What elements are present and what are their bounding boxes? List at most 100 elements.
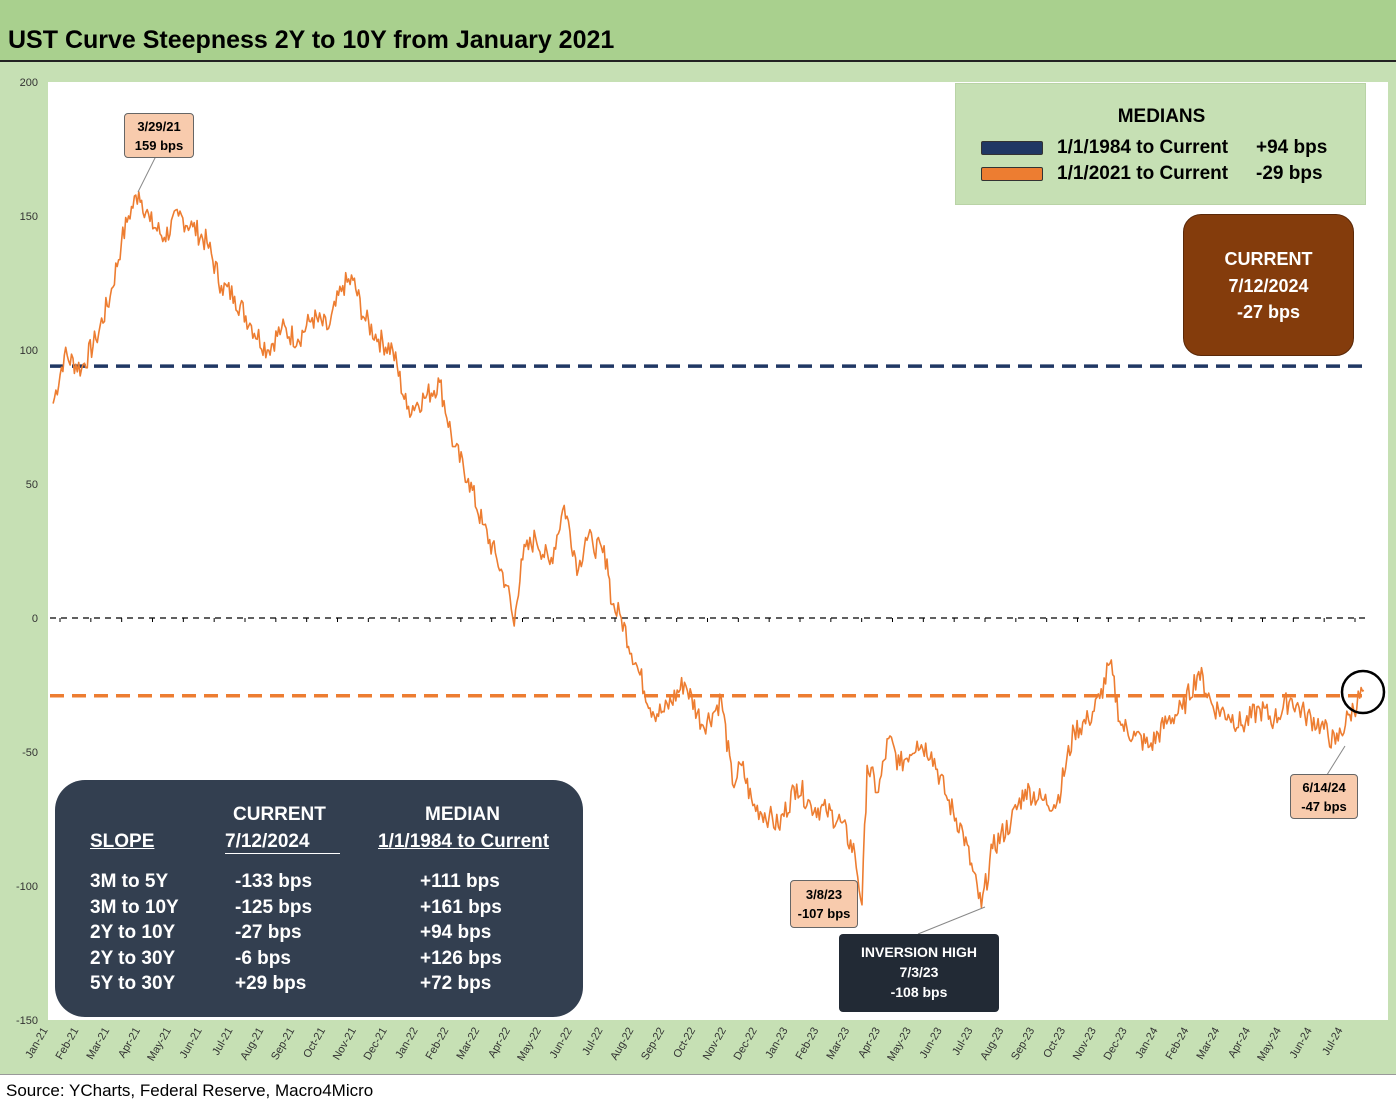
slope-row-median: +161 bps xyxy=(420,896,502,918)
x-tick-label: Jun-22 xyxy=(548,1026,575,1061)
callout-june24-date: 6/14/24 xyxy=(1302,780,1346,795)
leader-peak xyxy=(137,155,157,193)
callout-peak-value: 159 bps xyxy=(134,138,184,153)
x-tick-label: Jan-21 xyxy=(23,1026,50,1061)
y-tick-label: 50 xyxy=(26,479,38,491)
slope-row-slope: 2Y to 10Y xyxy=(90,922,176,943)
y-tick-label: 100 xyxy=(20,345,38,357)
y-axis: 200 150 100 50 0 -50 -100 -150 xyxy=(16,77,38,1027)
title-bar: UST Curve Steepness 2Y to 10Y from Janua… xyxy=(0,0,1396,62)
callout-inversion-date: 7/3/23 xyxy=(899,964,939,980)
y-tick-label: 200 xyxy=(20,77,38,89)
x-tick-label: Dec-23 xyxy=(1102,1026,1130,1063)
callout-inversion-title: INVERSION HIGH xyxy=(861,944,977,960)
x-tick-label: Nov-21 xyxy=(331,1026,359,1063)
source-bar: Source: YCharts, Federal Reserve, Macro4… xyxy=(0,1074,1396,1105)
x-tick-label: Jan-23 xyxy=(763,1026,790,1061)
median-value-1984: +94 bps xyxy=(1256,137,1328,158)
y-tick-label: 0 xyxy=(32,613,38,625)
x-tick-label: Oct-21 xyxy=(301,1026,328,1061)
x-tick-label: Feb-21 xyxy=(54,1026,82,1062)
y-tick-label: -50 xyxy=(22,747,38,759)
x-tick-label: Mar-23 xyxy=(824,1026,852,1062)
x-tick-label: Nov-23 xyxy=(1071,1026,1099,1063)
source-note: Source: YCharts, Federal Reserve, Macro4… xyxy=(6,1081,374,1100)
slope-row-slope: 2Y to 30Y xyxy=(90,947,176,969)
x-tick-label: Sep-23 xyxy=(1009,1026,1037,1063)
median-label-1984: 1/1/1984 to Current xyxy=(1057,137,1229,158)
leader-inversion xyxy=(917,906,986,935)
x-tick-label: Feb-24 xyxy=(1164,1026,1192,1062)
slope-header-current-date: 7/12/2024 xyxy=(225,831,340,854)
slope-row-current: -125 bps xyxy=(235,896,313,918)
x-tick-label: Apr-24 xyxy=(1226,1026,1253,1061)
x-tick-label: Aug-21 xyxy=(238,1026,266,1063)
slope-row-median: +94 bps xyxy=(420,922,492,943)
callout-june24-value: -47 bps xyxy=(1301,799,1347,814)
slope-row-current: +29 bps xyxy=(235,973,307,994)
median-swatch-2021 xyxy=(981,167,1043,181)
slope-row-current: -133 bps xyxy=(235,871,313,892)
callout-june24: 6/14/24 -47 bps xyxy=(1290,774,1358,819)
series-line xyxy=(52,191,1365,909)
x-tick-label: Jun-23 xyxy=(918,1026,945,1061)
slope-row-slope: 3M to 5Y xyxy=(90,871,169,892)
slope-table: CURRENT MEDIAN SLOPE 7/12/2024 1/1/1984 … xyxy=(55,780,583,1017)
x-tick-label: May-21 xyxy=(145,1026,174,1064)
current-value-box: CURRENT 7/12/2024 -27 bps xyxy=(1183,214,1354,356)
slope-row-median: +111 bps xyxy=(420,871,500,892)
chart-title: UST Curve Steepness 2Y to 10Y from Janua… xyxy=(8,26,615,54)
current-box-date: 7/12/2024 xyxy=(1228,276,1309,296)
x-tick-label: Mar-24 xyxy=(1194,1026,1222,1062)
callout-march23: 3/8/23 -107 bps xyxy=(790,880,858,928)
callout-march23-value: -107 bps xyxy=(797,906,851,921)
x-tick-label: Jul-21 xyxy=(210,1026,235,1058)
x-tick-label: Jan-22 xyxy=(393,1026,420,1061)
x-tick-label: Jul-24 xyxy=(1320,1026,1345,1058)
x-tick-label: Jan-24 xyxy=(1133,1026,1160,1061)
median-value-2021: -29 bps xyxy=(1256,163,1323,184)
medians-title: MEDIANS xyxy=(1117,106,1206,127)
x-tick-label: Jul-22 xyxy=(580,1026,605,1058)
median-swatch-1984 xyxy=(981,141,1043,155)
x-tick-label: Feb-23 xyxy=(794,1026,822,1062)
x-tick-label: Jun-24 xyxy=(1288,1026,1315,1061)
x-tick-label: Mar-21 xyxy=(84,1026,112,1062)
x-tick-label: Mar-22 xyxy=(454,1026,482,1062)
x-tick-label: Nov-22 xyxy=(701,1026,729,1063)
x-tick-label: Feb-22 xyxy=(424,1026,452,1062)
x-tick-label: Apr-21 xyxy=(116,1026,143,1061)
median-label-2021: 1/1/2021 to Current xyxy=(1057,163,1229,184)
slope-header-median: MEDIAN xyxy=(425,804,500,825)
slope-header-median-range: 1/1/1984 to Current xyxy=(378,831,550,852)
x-tick-label: Dec-21 xyxy=(362,1026,390,1063)
leader-june24 xyxy=(1324,745,1346,779)
medians-legend: MEDIANS 1/1/1984 to Current +94 bps 1/1/… xyxy=(955,83,1366,205)
x-tick-label: Sep-21 xyxy=(269,1026,297,1063)
current-point-marker xyxy=(1340,669,1386,715)
x-tick-label: Oct-23 xyxy=(1041,1026,1068,1061)
y-tick-label: -150 xyxy=(16,1015,38,1027)
slope-row-median: +126 bps xyxy=(420,947,502,969)
x-tick-label: May-24 xyxy=(1255,1026,1284,1064)
x-tick-label: Apr-23 xyxy=(856,1026,883,1061)
y-tick-label: -100 xyxy=(16,881,38,893)
x-tick-label: Aug-22 xyxy=(608,1026,636,1063)
slope-header-slope: SLOPE xyxy=(90,831,155,852)
x-tick-label: Oct-22 xyxy=(671,1026,698,1061)
x-tick-label: Aug-23 xyxy=(978,1026,1006,1063)
current-box-heading: CURRENT xyxy=(1224,249,1313,269)
slope-row-slope: 3M to 10Y xyxy=(90,896,179,918)
slope-row-median: +72 bps xyxy=(420,973,492,994)
callout-peak-date: 3/29/21 xyxy=(137,119,181,134)
callout-inversion-value: -108 bps xyxy=(890,984,948,1000)
callout-march23-date: 3/8/23 xyxy=(805,887,843,902)
slope-row-slope: 5Y to 30Y xyxy=(90,973,176,994)
slope-header-current: CURRENT xyxy=(233,804,326,825)
current-box-value: -27 bps xyxy=(1236,302,1301,322)
callout-inversion-high: INVERSION HIGH 7/3/23 -108 bps xyxy=(839,934,999,1012)
slope-row-current: -6 bps xyxy=(235,947,291,969)
slope-row-current: -27 bps xyxy=(235,922,302,943)
x-tick-label: Sep-22 xyxy=(639,1026,667,1063)
x-tick-label: Apr-22 xyxy=(486,1026,513,1061)
